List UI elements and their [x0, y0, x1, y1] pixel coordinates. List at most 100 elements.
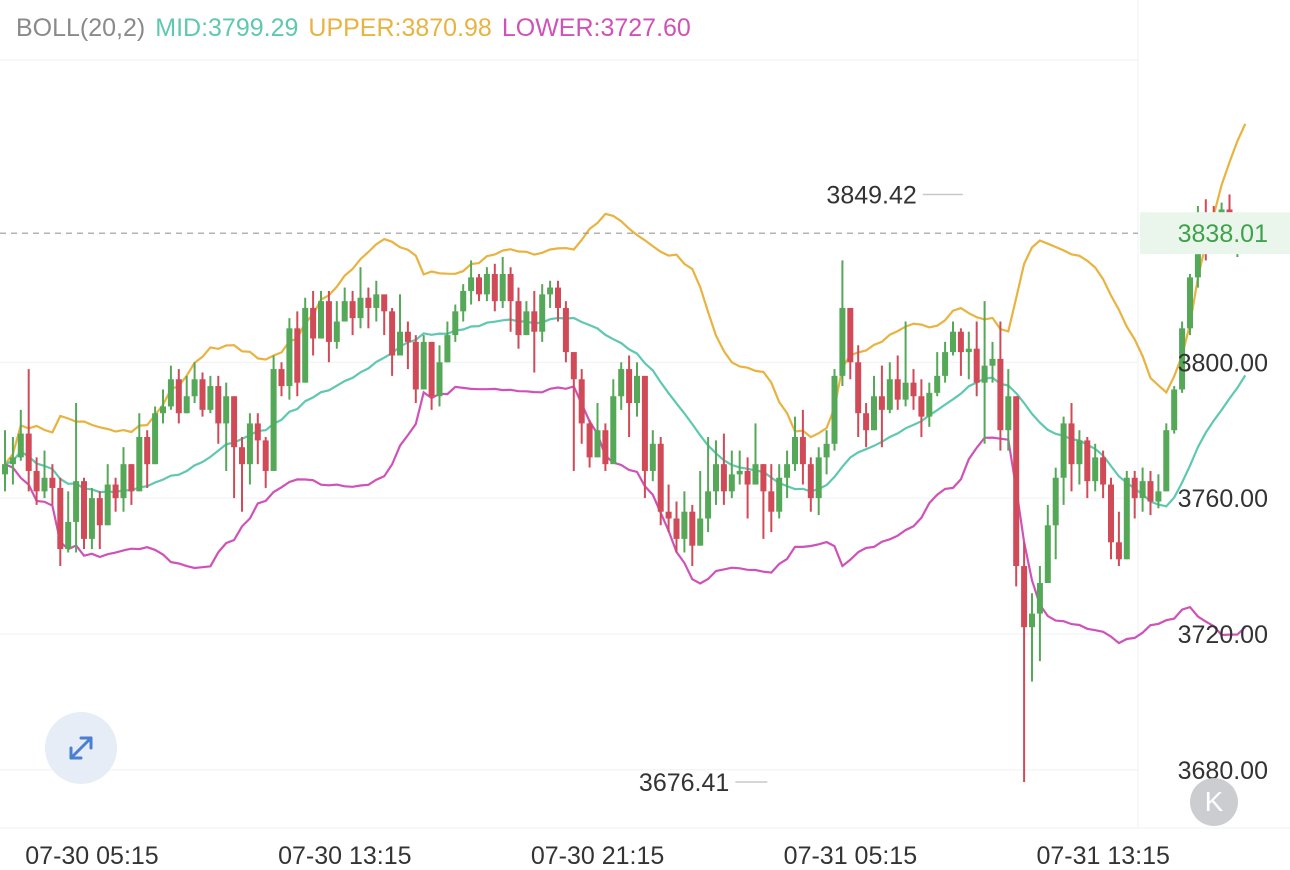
boll-mid-line [4, 316, 1247, 508]
candle [792, 416, 798, 471]
candle [697, 470, 704, 546]
candle [460, 284, 467, 322]
candle-body [1155, 491, 1162, 502]
candle [57, 477, 64, 567]
candle-body [1139, 481, 1146, 499]
x-tick-label: 07-30 13:15 [278, 842, 411, 870]
candle [2, 430, 8, 492]
candle [452, 304, 459, 342]
candle [349, 290, 356, 336]
candle-body [1060, 423, 1067, 478]
candle-body [436, 362, 443, 397]
candle [262, 437, 269, 488]
candle [397, 294, 403, 356]
candle [1076, 430, 1083, 485]
candle [1179, 321, 1186, 393]
candle-body [1147, 481, 1154, 502]
candle-body [294, 328, 301, 383]
candle [768, 464, 775, 533]
candle-body [1076, 440, 1083, 465]
candle-body [246, 423, 253, 465]
candle [934, 352, 941, 397]
candle-body [681, 511, 688, 539]
candle [73, 403, 80, 553]
candle [428, 341, 435, 410]
candle-body [318, 301, 324, 339]
candle [823, 430, 830, 475]
candle [152, 406, 159, 465]
candle [720, 433, 727, 505]
candle-body [1131, 477, 1138, 499]
candle [744, 457, 751, 519]
candle-body [65, 521, 72, 550]
candle [562, 301, 569, 363]
candle [468, 260, 475, 305]
candle [294, 311, 301, 397]
candle [65, 491, 72, 553]
candle-body [997, 358, 1004, 431]
candle-body [1068, 423, 1075, 465]
candle-body [950, 331, 956, 353]
candle [231, 396, 238, 499]
candle-body [468, 277, 475, 291]
candle-body [918, 396, 925, 417]
candle [586, 420, 593, 468]
candle-body [831, 375, 838, 444]
candle [1123, 470, 1130, 560]
k-logo-icon[interactable]: K [1190, 778, 1238, 826]
candle [246, 413, 253, 485]
candle [1021, 542, 1028, 783]
candle [776, 464, 783, 519]
candle [657, 437, 664, 526]
candle-body [594, 430, 601, 458]
candle [88, 487, 95, 550]
candle-body [1005, 396, 1012, 431]
expand-arrows-icon [69, 736, 93, 760]
candle-body [562, 307, 569, 353]
candle-body [81, 481, 87, 539]
candle [1100, 450, 1107, 499]
candle-body [57, 487, 64, 550]
candle [799, 409, 806, 485]
candle-body [871, 396, 877, 431]
candle-body [586, 423, 593, 458]
candle [989, 341, 996, 383]
candle-body [460, 290, 467, 312]
candle-body [689, 511, 696, 546]
candle [1029, 593, 1035, 682]
candle-body [894, 379, 901, 400]
candle [950, 321, 956, 356]
candle [191, 362, 198, 404]
candle-body [902, 382, 909, 400]
candle [610, 379, 617, 465]
candle-body [768, 491, 775, 512]
x-tick-label: 07-30 05:15 [25, 842, 158, 870]
candle-body [381, 294, 388, 312]
candle [863, 403, 870, 448]
candle-body [942, 352, 949, 376]
candle-body [1108, 484, 1114, 543]
candle-body [697, 518, 704, 546]
candle [594, 403, 601, 458]
candle [112, 477, 119, 512]
candle-body [815, 457, 822, 499]
candle [17, 409, 24, 461]
high-marker-label: 3849.42 [826, 181, 916, 209]
candle [807, 457, 814, 512]
candle-body [555, 287, 561, 308]
candle [728, 450, 735, 499]
candle [997, 321, 1004, 451]
candle-body [1187, 277, 1193, 329]
candle-body [1092, 457, 1099, 482]
candle [1147, 470, 1154, 516]
candle [286, 318, 293, 400]
candle-body [2, 464, 8, 475]
candle-body [365, 297, 372, 308]
boll-upper-line [4, 123, 1247, 465]
candle [665, 484, 672, 533]
candle [539, 284, 546, 342]
candle-body [618, 369, 625, 397]
expand-button[interactable] [45, 712, 117, 784]
candle-body [136, 437, 143, 492]
